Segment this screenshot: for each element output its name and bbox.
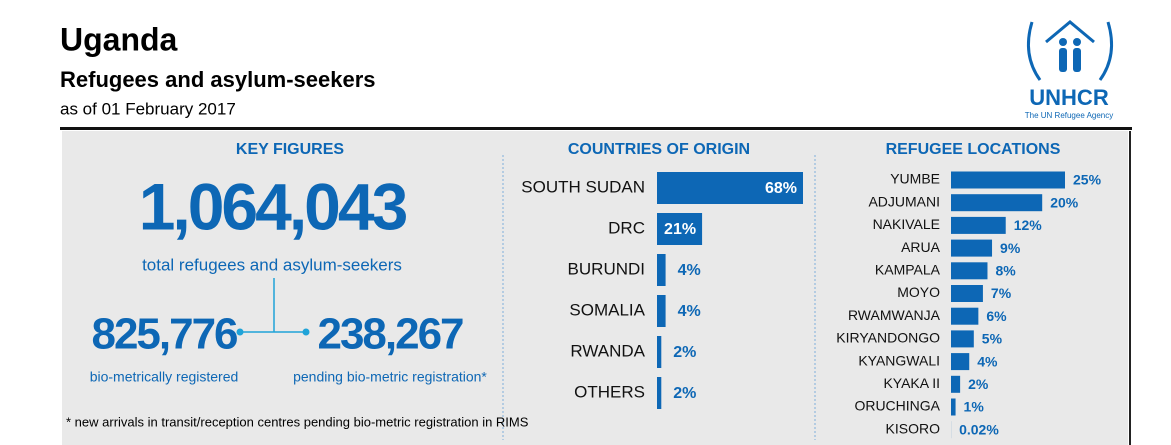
value-label: 4% bbox=[678, 303, 701, 320]
category-label: SOMALIA bbox=[569, 300, 645, 319]
value-label: 4% bbox=[678, 262, 701, 279]
category-label: KAMPALA bbox=[875, 262, 941, 278]
connector-dot bbox=[236, 328, 244, 336]
bar bbox=[951, 194, 1043, 212]
category-label: ORUCHINGA bbox=[854, 398, 940, 414]
registered-figure: 825,776 bbox=[91, 310, 237, 359]
category-label: MOYO bbox=[897, 284, 940, 300]
bar bbox=[657, 213, 703, 245]
chart-title: COUNTRIES OF ORIGIN bbox=[568, 141, 750, 158]
category-label: NAKIVALE bbox=[873, 216, 940, 232]
logo-tagline: The UN Refugee Agency bbox=[1025, 111, 1114, 120]
bar bbox=[657, 295, 666, 327]
value-label: 2% bbox=[968, 376, 989, 392]
footnote: * new arrivals in transit/reception cent… bbox=[66, 414, 529, 429]
registered-label: bio-metrically registered bbox=[90, 369, 239, 385]
total-figure: 1,064,043 bbox=[139, 169, 407, 243]
total-label: total refugees and asylum-seekers bbox=[142, 255, 402, 274]
bar bbox=[657, 172, 803, 204]
bar bbox=[951, 353, 970, 371]
bar bbox=[951, 171, 1065, 189]
bar bbox=[951, 239, 993, 257]
category-label: KYANGWALI bbox=[858, 352, 940, 368]
category-label: RWANDA bbox=[570, 341, 645, 360]
chart-title: REFUGEE LOCATIONS bbox=[886, 141, 1061, 158]
bar bbox=[657, 254, 666, 286]
section-title: KEY FIGURES bbox=[236, 141, 345, 158]
subtitle: Refugees and asylum-seekers bbox=[60, 67, 376, 92]
value-label: 7% bbox=[991, 285, 1012, 301]
category-label: DRC bbox=[608, 218, 645, 237]
bar bbox=[951, 262, 988, 280]
category-label: ARUA bbox=[901, 239, 941, 255]
category-label: RWAMWANJA bbox=[848, 307, 941, 323]
category-label: OTHERS bbox=[574, 382, 645, 401]
logo-icon bbox=[1026, 20, 1114, 81]
date: as of 01 February 2017 bbox=[60, 99, 236, 118]
bar bbox=[657, 336, 662, 368]
category-label: SOUTH SUDAN bbox=[521, 177, 645, 196]
value-label: 68% bbox=[765, 180, 797, 197]
category-label: KIRYANDONGO bbox=[836, 330, 940, 346]
logo-figures bbox=[1059, 38, 1081, 72]
bar bbox=[951, 398, 956, 416]
value-label: 0.02% bbox=[959, 421, 999, 437]
bar bbox=[951, 285, 983, 302]
connector-dot bbox=[302, 328, 310, 336]
bar bbox=[951, 330, 974, 348]
value-label: 9% bbox=[1000, 240, 1021, 256]
category-label: BURUNDI bbox=[568, 259, 645, 278]
value-label: 12% bbox=[1014, 217, 1043, 233]
value-label: 2% bbox=[673, 344, 696, 361]
value-label: 5% bbox=[982, 331, 1003, 347]
bar bbox=[951, 216, 1006, 234]
value-label: 25% bbox=[1073, 172, 1102, 188]
value-label: 6% bbox=[986, 308, 1007, 324]
value-label: 21% bbox=[664, 221, 696, 238]
bar bbox=[657, 377, 662, 409]
pending-label: pending bio-metric registration* bbox=[293, 369, 487, 385]
connector bbox=[240, 278, 306, 333]
category-label: KISORO bbox=[886, 420, 941, 436]
title: Uganda bbox=[60, 21, 178, 57]
value-label: 20% bbox=[1050, 194, 1079, 210]
value-label: 8% bbox=[995, 263, 1016, 279]
value-label: 1% bbox=[964, 399, 985, 415]
logo-name: UNHCR bbox=[1029, 85, 1109, 110]
category-label: YUMBE bbox=[890, 171, 940, 187]
category-label: ADJUMANI bbox=[868, 193, 940, 209]
bar bbox=[951, 307, 979, 325]
value-label: 4% bbox=[977, 353, 998, 369]
logo: UNHCR The UN Refugee Agency bbox=[1025, 20, 1114, 120]
category-label: KYAKA II bbox=[883, 375, 940, 391]
bar bbox=[951, 375, 961, 393]
value-label: 2% bbox=[673, 385, 696, 402]
pending-figure: 238,267 bbox=[317, 310, 463, 359]
panel bbox=[62, 131, 1128, 445]
